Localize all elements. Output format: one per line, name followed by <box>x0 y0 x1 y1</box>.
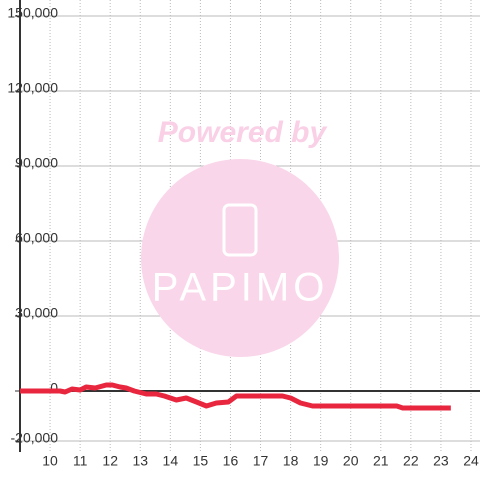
x-tick-label: 16 <box>223 453 239 469</box>
watermark-text: Powered by <box>158 116 328 149</box>
y-tick-label: 30,000 <box>15 305 58 321</box>
x-tick-label: 17 <box>253 453 269 469</box>
watermark: Powered by PAPIMO <box>141 116 339 357</box>
x-tick-label: 18 <box>283 453 299 469</box>
y-tick-label: -20,000 <box>11 430 59 446</box>
x-tick-label: 11 <box>73 453 88 469</box>
x-tick-label: 20 <box>343 453 359 469</box>
x-tick-label: 14 <box>163 453 179 469</box>
y-tick-label: 0 <box>50 380 58 396</box>
x-tick-label: 24 <box>463 453 479 469</box>
x-tick-label: 12 <box>102 453 118 469</box>
data-line <box>20 382 451 411</box>
x-tick-label: 22 <box>403 453 419 469</box>
x-tick-label: 19 <box>313 453 329 469</box>
y-tick-label: 60,000 <box>15 230 58 246</box>
watermark-icon <box>222 203 258 257</box>
y-tick-label: 150,000 <box>7 5 58 21</box>
x-tick-label: 23 <box>433 453 449 469</box>
x-tick-label: 10 <box>42 453 58 469</box>
watermark-circle <box>141 159 339 357</box>
x-tick-label: 15 <box>193 453 209 469</box>
y-tick-label: 90,000 <box>15 155 58 171</box>
x-tick-label: 13 <box>132 453 148 469</box>
x-tick-label: 21 <box>373 453 389 469</box>
watermark-logo: PAPIMO <box>152 266 329 310</box>
y-tick-label: 120,000 <box>7 80 58 96</box>
